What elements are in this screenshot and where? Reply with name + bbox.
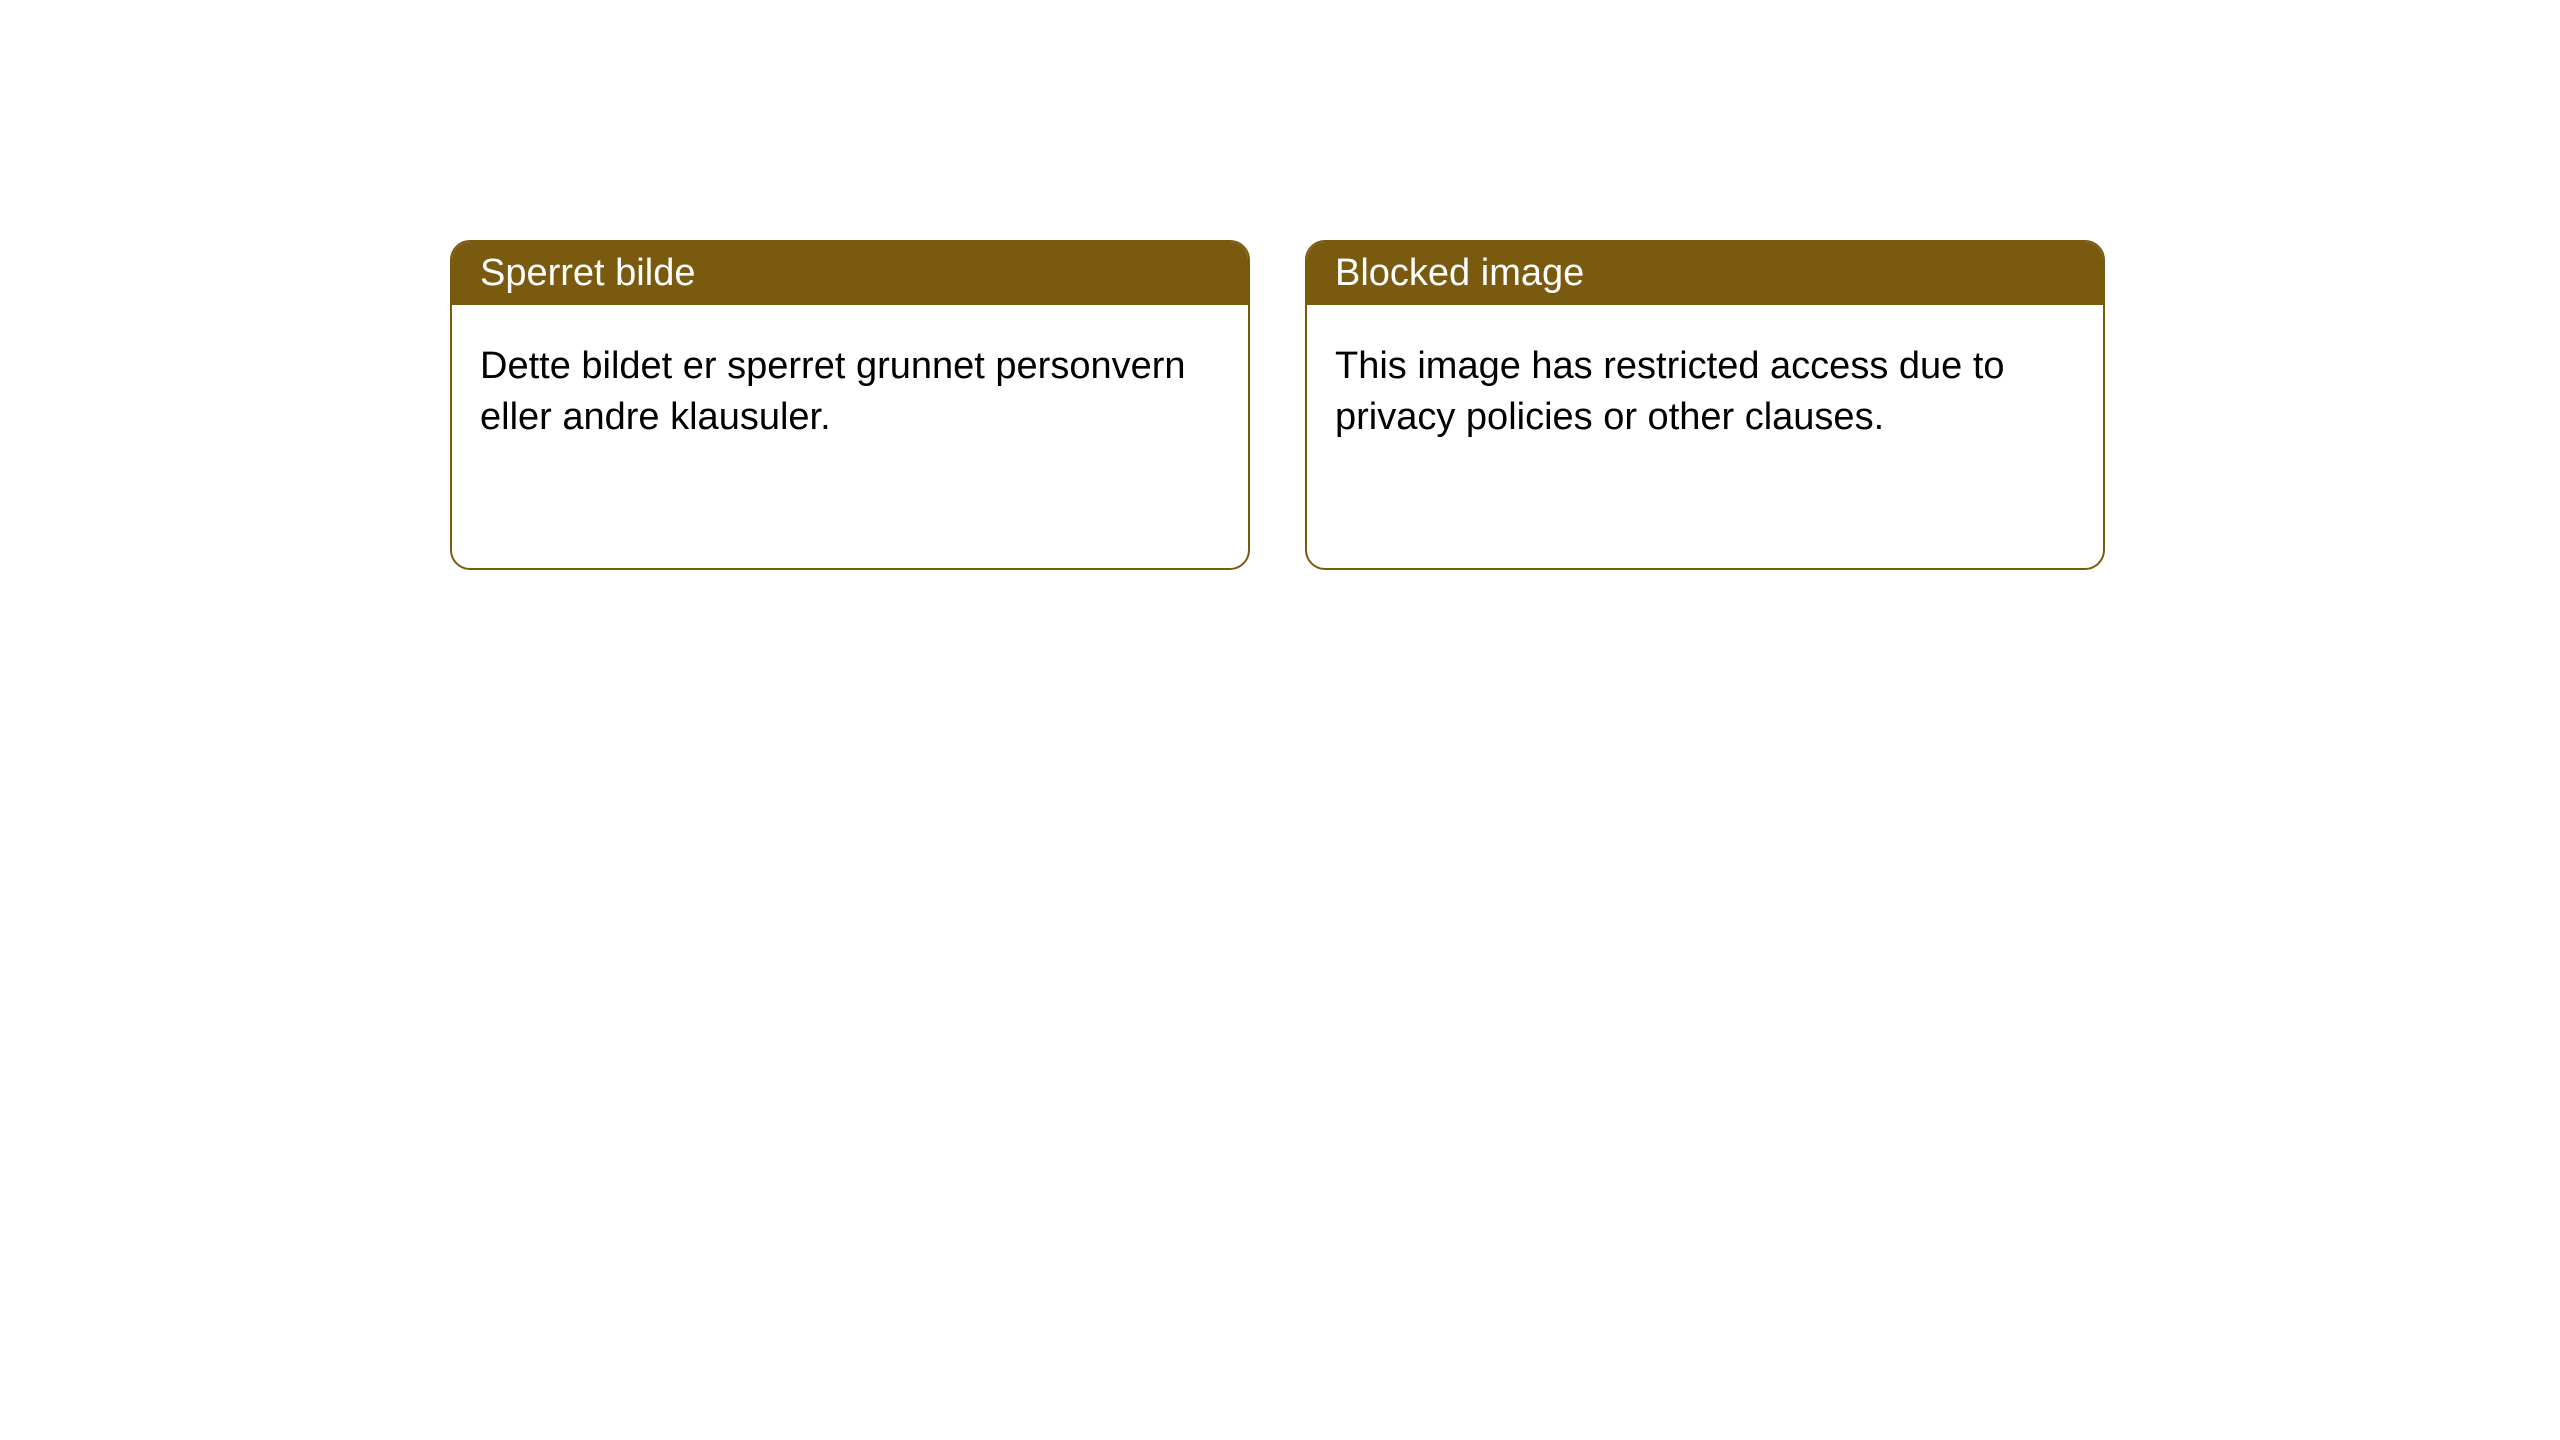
card-body: This image has restricted access due to … [1307, 305, 2103, 480]
notice-card-norwegian: Sperret bilde Dette bildet er sperret gr… [450, 240, 1250, 570]
card-header: Blocked image [1307, 242, 2103, 305]
card-header: Sperret bilde [452, 242, 1248, 305]
card-body: Dette bildet er sperret grunnet personve… [452, 305, 1248, 480]
notice-container: Sperret bilde Dette bildet er sperret gr… [450, 240, 2105, 570]
notice-card-english: Blocked image This image has restricted … [1305, 240, 2105, 570]
